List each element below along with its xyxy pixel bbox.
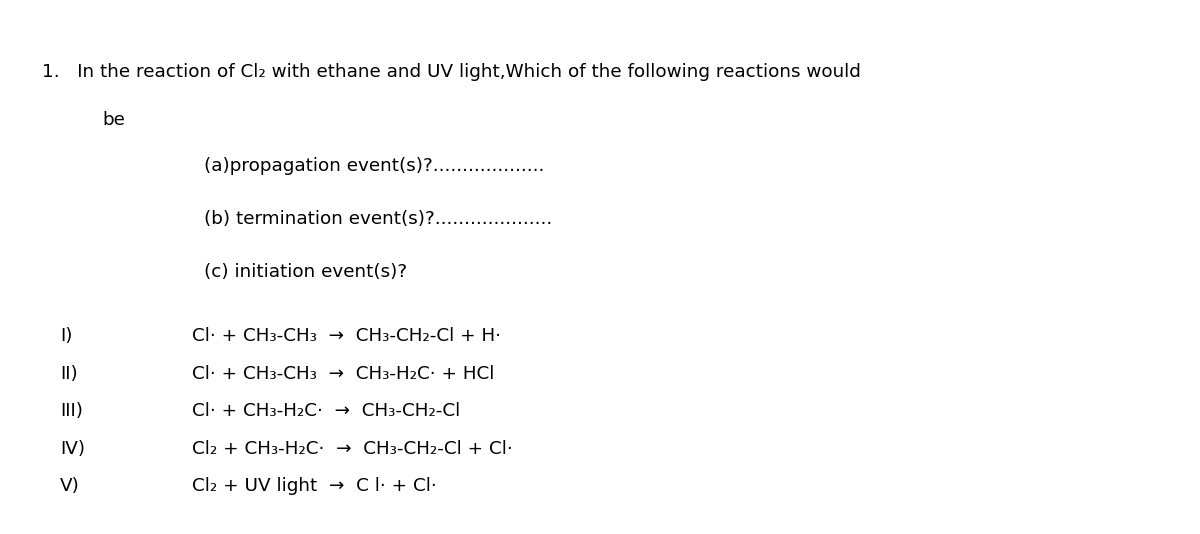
Text: Cl· + CH₃-CH₃  →  CH₃-CH₂-Cl + H·: Cl· + CH₃-CH₃ → CH₃-CH₂-Cl + H· [192,327,502,345]
Text: Cl· + CH₃-CH₃  →  CH₃-H₂C· + HCl: Cl· + CH₃-CH₃ → CH₃-H₂C· + HCl [192,365,494,383]
Text: (c) initiation event(s)?: (c) initiation event(s)? [204,263,407,281]
Text: II): II) [60,365,78,383]
Text: Cl₂ + CH₃-H₂C·  →  CH₃-CH₂-Cl + Cl·: Cl₂ + CH₃-H₂C· → CH₃-CH₂-Cl + Cl· [192,439,512,458]
Text: I): I) [60,327,72,345]
Text: III): III) [60,402,83,420]
Text: 1.   In the reaction of Cl₂ with ethane and UV light,Which of the following reac: 1. In the reaction of Cl₂ with ethane an… [42,63,860,81]
Text: V): V) [60,477,80,495]
Text: IV): IV) [60,439,85,458]
Text: Cl₂ + UV light  →  C l· + Cl·: Cl₂ + UV light → C l· + Cl· [192,477,437,495]
Text: be: be [102,111,125,129]
Text: Cl· + CH₃-H₂C·  →  CH₃-CH₂-Cl: Cl· + CH₃-H₂C· → CH₃-CH₂-Cl [192,402,461,420]
Text: (b) termination event(s)?....................: (b) termination event(s)?...............… [204,210,552,228]
Text: (a)propagation event(s)?...................: (a)propagation event(s)?................… [204,156,545,175]
